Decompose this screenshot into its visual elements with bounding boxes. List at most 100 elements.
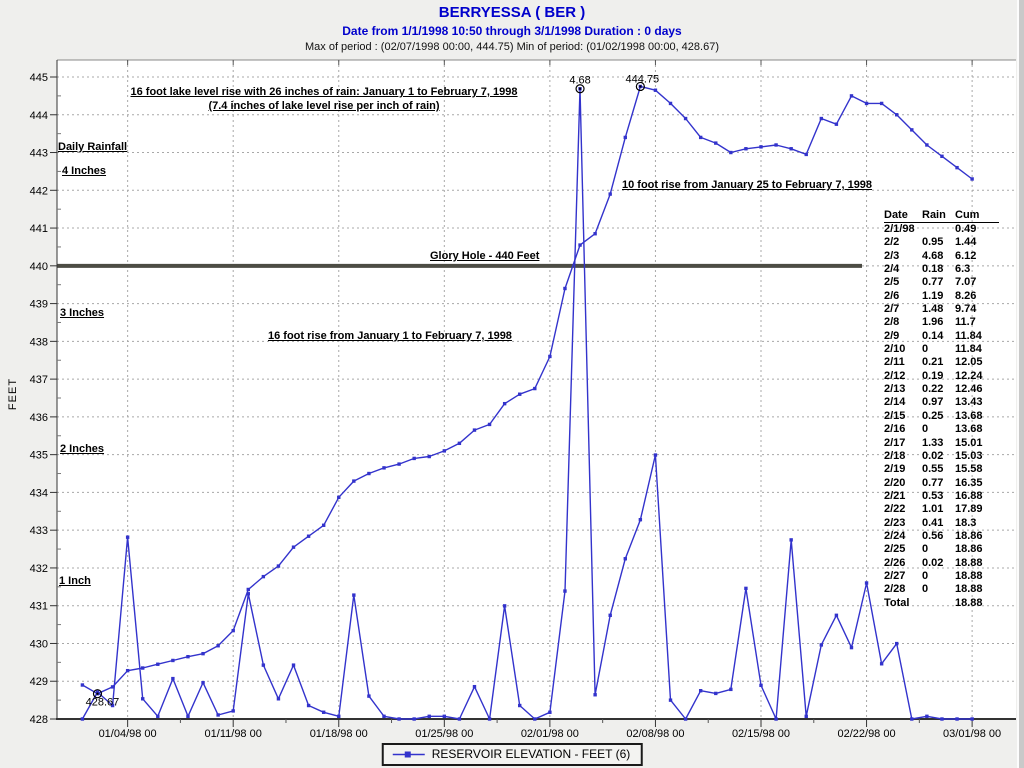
rain-table-row: 2/14 0.97 13.43 (884, 396, 983, 409)
daily-rainfall-marker (698, 689, 703, 693)
daily-rainfall-marker (487, 717, 492, 721)
reservoir-elevation-marker (141, 666, 145, 670)
window-right-edge-strip[interactable] (1017, 0, 1024, 768)
reservoir-elevation-marker (502, 401, 507, 406)
annotation-rain-rise-note-line2: (7.4 inches of lake level rise per inch … (208, 100, 440, 112)
daily-rainfall-marker (337, 714, 341, 719)
x-tick-label: 01/18/98 00 (310, 728, 368, 740)
daily-rainfall-marker (895, 641, 899, 646)
legend-label: RESERVOIR ELEVATION - FEET (6) (431, 747, 631, 761)
daily-rainfall-marker (502, 604, 507, 608)
daily-rainfall-marker (427, 714, 431, 719)
daily-rainfall-marker (412, 717, 416, 721)
reservoir-elevation-marker (834, 122, 839, 126)
x-tick-label: 02/22/98 00 (837, 728, 895, 740)
daily-rainfall-marker (321, 710, 326, 714)
rain-table-row: 2/28 0 18.88 (884, 583, 983, 596)
rain-table-row: 2/27 0 18.88 (884, 569, 983, 582)
y-tick-label: 445 (30, 72, 48, 84)
y-tick-label: 434 (30, 487, 48, 499)
reservoir-elevation-marker (201, 651, 205, 656)
rain-table-row: 2/22 1.01 17.89 (884, 503, 983, 516)
reservoir-elevation-marker (789, 147, 793, 151)
daily-rainfall-marker (261, 663, 266, 667)
daily-rainfall-marker (668, 698, 673, 702)
y-tick-label: 436 (30, 412, 48, 424)
y-tick-label: 440 (30, 261, 48, 273)
daily-rainfall-marker (397, 717, 401, 721)
daily-rainfall-marker (653, 453, 658, 457)
reservoir-elevation-marker (306, 534, 311, 538)
y-tick-label: 428 (30, 714, 48, 726)
daily-rainfall-marker (970, 717, 974, 721)
reservoir-elevation-marker (382, 466, 386, 470)
reservoir-elevation-marker (427, 454, 431, 459)
daily-rainfall-marker (367, 694, 371, 698)
reservoir-elevation-marker (578, 243, 582, 247)
annotation-10-foot-rise: 10 foot rise from January 25 to February… (622, 179, 873, 191)
rain-table-header: Date Rain Cum (884, 209, 999, 223)
reservoir-elevation-marker (879, 101, 884, 106)
reservoir-elevation-marker (367, 471, 371, 476)
rain-table-body: 2/1/98 0.49 2/2 0.95 1.44 2/3 4.68 6.12 2/4 0.18 6… (884, 223, 999, 610)
marked-point-dot (96, 692, 99, 695)
rain-table-row: 2/5 0.77 7.07 (884, 276, 977, 289)
daily-rainfall-marker (80, 717, 85, 721)
period-minmax-line: Max of period : (02/07/1998 00:00, 444.7… (304, 41, 719, 53)
rain-table-row: 2/9 0.14 11.84 (884, 329, 982, 342)
reservoir-elevation-marker (864, 101, 869, 106)
rain-table-header-date: Date (884, 209, 908, 221)
daily-rainfall-marker (940, 717, 944, 721)
rain-table-row: 2/1/98 0.49 (884, 223, 977, 235)
marked-point-circle (635, 81, 645, 92)
reservoir-elevation-marker (955, 165, 959, 170)
x-tick-label: 02/08/98 00 (626, 728, 684, 740)
y-tick-label: 438 (30, 336, 48, 348)
x-tick-label: 03/01/98 00 (943, 728, 1001, 740)
reservoir-elevation-marker (668, 101, 673, 106)
reservoir-elevation-marker (110, 685, 115, 689)
marked-point-label: 4.68 (569, 75, 590, 87)
reservoir-elevation-marker (940, 154, 944, 159)
annotation-4-inches: 4 Inches (62, 165, 107, 177)
annotation-3-inches: 3 Inches (60, 307, 105, 319)
daily-rainfall-marker (789, 538, 793, 542)
daily-rainfall-marker (879, 662, 884, 666)
daily-rainfall-marker (955, 717, 959, 721)
rain-table-row: Total 18.88 (884, 596, 983, 609)
marked-point-dot (578, 87, 582, 90)
y-tick-label: 443 (30, 148, 48, 160)
reservoir-elevation-marker (352, 479, 356, 483)
x-tick-label: 01/25/98 00 (415, 728, 473, 740)
x-tick-label: 01/11/98 00 (205, 728, 262, 740)
marked-point-circle (92, 689, 103, 699)
daily-rainfall-marker (201, 680, 205, 685)
x-tick-label: 02/01/98 00 (521, 728, 579, 740)
y-tick-label: 433 (30, 525, 48, 537)
reservoir-elevation-marker (925, 143, 929, 147)
rain-table: Date Rain Cum 2/1/98 0.49 2/2 0.95 1.44 2/3 4.… (884, 209, 999, 610)
daily-rainfall-marker (472, 684, 477, 689)
reservoir-elevation-marker (819, 116, 824, 121)
daily-rainfall-marker (593, 693, 597, 697)
daily-rainfall-marker (683, 717, 688, 721)
rain-table-row: 2/18 0.02 15.03 (884, 449, 983, 462)
marked-point-label: 444.75 (626, 73, 660, 85)
y-tick-label: 444 (30, 110, 48, 122)
reservoir-elevation-marker (623, 135, 627, 140)
daily-rainfall-marker (276, 697, 281, 701)
daily-rainfall-marker (729, 687, 733, 692)
rain-table-row: 2/2 0.95 1.44 (884, 236, 977, 249)
y-tick-label: 429 (30, 676, 48, 688)
chart-legend: RESERVOIR ELEVATION - FEET (6) (381, 743, 643, 766)
daily-rainfall-marker (125, 535, 130, 539)
page-title: BERRYESSA ( BER ) (438, 4, 586, 21)
reservoir-elevation-marker (895, 113, 899, 117)
reservoir-elevation-marker (653, 88, 658, 92)
annotation-16-foot-rise: 16 foot rise from January 1 to February … (268, 330, 512, 342)
y-axis-title: FEET (7, 378, 19, 410)
daily-rainfall-marker (141, 697, 145, 701)
reservoir-elevation-marker (442, 449, 447, 453)
